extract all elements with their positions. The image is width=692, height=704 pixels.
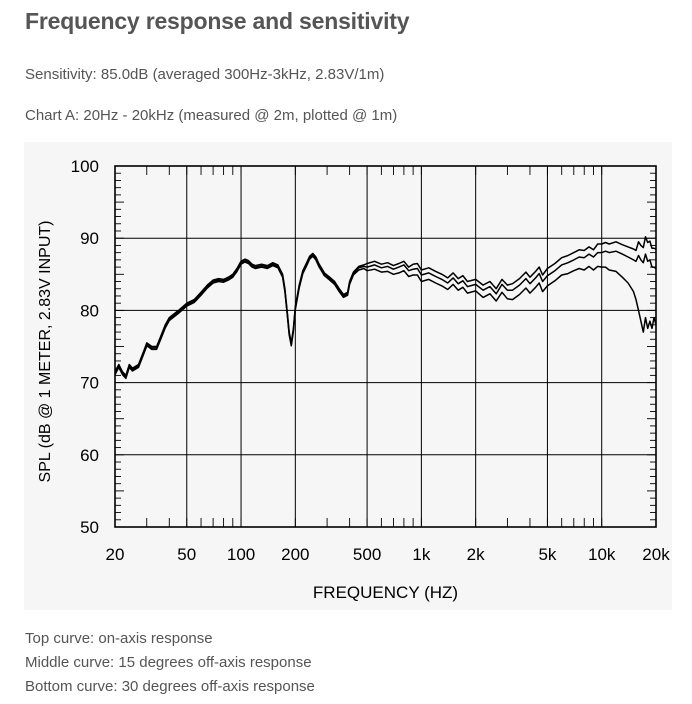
- series-line-15-degrees: [114, 250, 657, 378]
- note-bottom-curve: Bottom curve: 30 degrees off-axis respon…: [25, 678, 315, 695]
- chart-caption: Chart A: 20Hz - 20kHz (measured @ 2m, pl…: [25, 107, 398, 124]
- x-tick-label: 500: [353, 545, 381, 564]
- x-tick-label: 200: [281, 545, 309, 564]
- series-line-30-degrees: [114, 255, 657, 380]
- y-tick-label: 50: [80, 518, 99, 537]
- chart-minor-ticks: [114, 165, 657, 528]
- plot-frame: [114, 165, 657, 528]
- y-tick-label: 80: [80, 301, 99, 320]
- x-axis-label: FREQUENCY (HZ): [313, 583, 458, 602]
- y-tick-label: 90: [80, 229, 99, 248]
- x-tick-label: 5k: [538, 545, 556, 564]
- x-tick-label: 10k: [588, 545, 616, 564]
- sensitivity-text: Sensitivity: 85.0dB (averaged 300Hz-3kHz…: [25, 66, 385, 83]
- note-top-curve: Top curve: on-axis response: [25, 630, 213, 647]
- y-tick-label: 60: [80, 446, 99, 465]
- y-tick-labels: 50 60 70 80 90 100: [71, 157, 99, 537]
- x-tick-label: 1k: [412, 545, 430, 564]
- series-line-on-axis: [114, 236, 657, 377]
- y-tick-label: 100: [71, 157, 99, 176]
- chart-grid: [114, 165, 657, 528]
- y-tick-label: 70: [80, 374, 99, 393]
- page-title: Frequency response and sensitivity: [25, 8, 410, 34]
- x-tick-label: 20k: [642, 545, 670, 564]
- x-tick-label: 50: [177, 545, 196, 564]
- x-tick-label: 100: [227, 545, 255, 564]
- x-tick-label: 20: [106, 545, 125, 564]
- x-tick-label: 2k: [467, 545, 485, 564]
- x-tick-labels: 20 50 100 200 500 1k 2k 5k 10k 20k: [106, 545, 671, 564]
- frequency-response-chart: 50 60 70 80 90 100 20 50 100 200 500 1k 2k 5k 10k 20k …: [24, 142, 672, 610]
- note-middle-curve: Middle curve: 15 degrees off-axis respon…: [25, 654, 312, 671]
- y-axis-label: SPL (dB @ 1 METER, 2.83V INPUT): [37, 221, 54, 483]
- series-layer: [114, 236, 657, 380]
